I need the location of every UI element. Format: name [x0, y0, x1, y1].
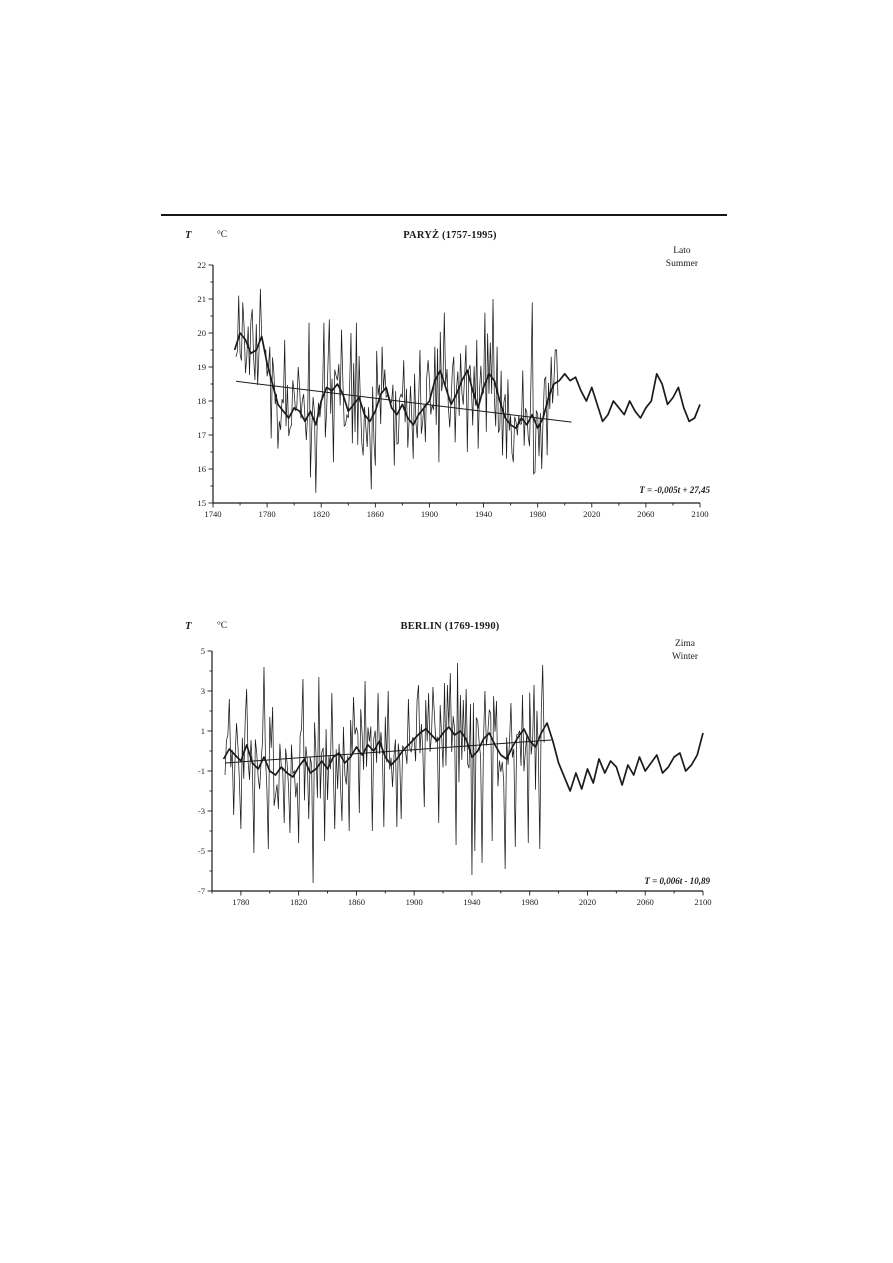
y-tick-label: -7 — [198, 886, 206, 896]
x-tick-label: 1900 — [421, 509, 438, 519]
y-tick-label: 1 — [201, 726, 205, 736]
season-label-polish: Lato — [673, 246, 691, 256]
x-tick-label: 1820 — [290, 897, 307, 907]
x-tick-label: 1900 — [406, 897, 423, 907]
x-tick-label: 1940 — [463, 897, 480, 907]
plot-area-berlin: 1780 1820 1860 1900 1940 1980 2020 2060 2100 -7 -5… — [198, 646, 712, 907]
y-tick-label: -1 — [198, 766, 205, 776]
y-axis-symbol: T — [185, 621, 192, 632]
y-tick-label: 22 — [197, 260, 206, 270]
x-tick-label: 1980 — [529, 509, 546, 519]
chart-title-paris: PARYŻ (1757-1995) — [403, 230, 497, 241]
trend-line — [235, 380, 572, 423]
y-tick-label: 5 — [201, 646, 205, 656]
figure-berlin-winter: T °C BERLIN (1769-1990) Zima Winter T = … — [160, 612, 740, 937]
x-tick-label: 2100 — [694, 897, 711, 907]
y-axis-unit: °C — [217, 230, 228, 240]
x-tick-label: 1780 — [259, 509, 276, 519]
x-tick-label: 2020 — [583, 509, 600, 519]
x-tick-label: 1940 — [475, 509, 492, 519]
trend-line — [224, 739, 552, 764]
y-tick-label: -5 — [198, 846, 205, 856]
trend-equation-paris: T = -0,005t + 27,45 — [639, 485, 710, 495]
x-tick-label: 2100 — [691, 509, 708, 519]
x-tick-label: 1860 — [367, 509, 384, 519]
x-tick-label: 1980 — [521, 897, 538, 907]
smoothed-series-line — [222, 722, 704, 792]
season-legend: Lato Summer — [666, 245, 698, 271]
y-tick-label: 18 — [197, 396, 206, 406]
y-tick-label: 19 — [197, 362, 206, 372]
y-tick-label: 17 — [197, 430, 206, 440]
x-tick-label: 2060 — [637, 897, 654, 907]
y-tick-label: 21 — [197, 294, 206, 304]
y-axis-symbol: T — [185, 230, 192, 241]
season-label-english: Summer — [665, 259, 698, 269]
plot-area-paris: 1740 1780 1820 1860 1900 1940 1980 2020 2060 2100… — [197, 260, 708, 519]
x-tick-label: 1860 — [348, 897, 365, 907]
x-tick-label: 2060 — [637, 509, 654, 519]
smoothed-series-line — [233, 332, 701, 430]
x-tick-label: 1740 — [204, 509, 221, 519]
x-tick-label: 1820 — [313, 509, 330, 519]
page-header-rule — [161, 214, 727, 216]
x-tick-label: 1780 — [232, 897, 249, 907]
figure-paris-summer: T °C PARYŻ (1757-1995) Lato Summer T = -… — [160, 225, 740, 547]
x-tick-label: 2020 — [579, 897, 596, 907]
annual-series-line — [224, 662, 545, 884]
y-tick-label: -3 — [198, 806, 205, 816]
season-legend: Zima Winter — [672, 638, 698, 664]
annual-series-line — [235, 288, 559, 493]
y-axis-unit: °C — [217, 621, 228, 631]
y-tick-label: 16 — [197, 464, 206, 474]
season-label-polish: Zima — [674, 639, 696, 649]
season-label-english: Winter — [672, 652, 698, 662]
y-tick-label: 15 — [197, 498, 206, 508]
chart-title-berlin: BERLIN (1769-1990) — [400, 621, 500, 632]
y-tick-label: 20 — [197, 328, 206, 338]
y-tick-label: 3 — [201, 686, 205, 696]
trend-equation-berlin: T = 0,006t - 10,89 — [644, 876, 710, 886]
